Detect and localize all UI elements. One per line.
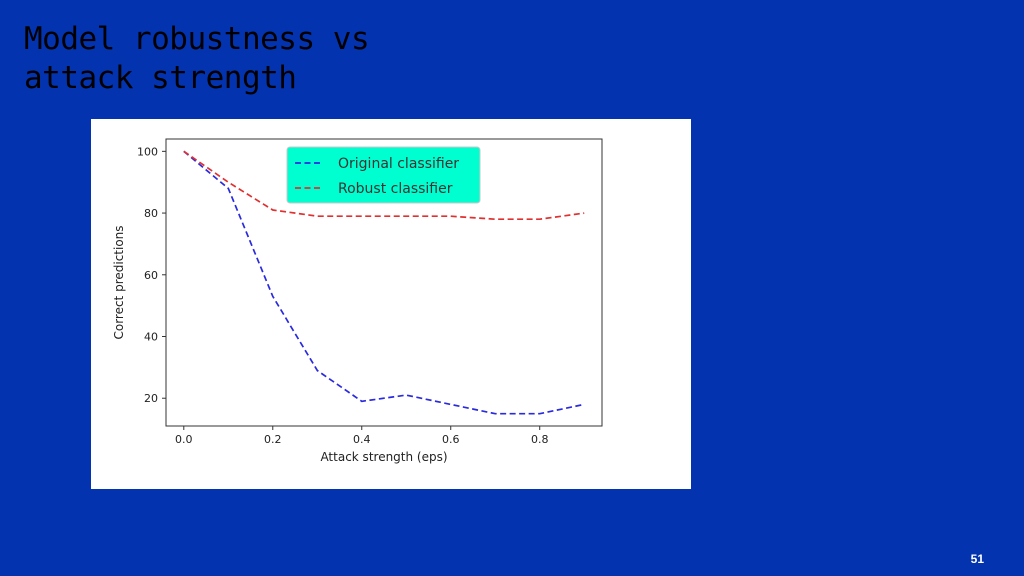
axes-frame xyxy=(165,138,603,427)
x-tick-label: 0.4 xyxy=(353,433,371,446)
slide-title-line-1: Model robustness vs xyxy=(24,21,370,57)
series-layer xyxy=(183,150,585,415)
legend-label-robust-classifier: Robust classifier xyxy=(338,181,453,197)
axis-frame xyxy=(165,138,603,427)
x-tick-label: 0.2 xyxy=(264,433,282,446)
x-tick-label: 0.8 xyxy=(531,433,549,446)
x-tick-label: 0.0 xyxy=(175,433,193,446)
y-axis-ticks: 20 40 60 80 100 xyxy=(137,145,166,405)
legend-label-original-classifier: Original classifier xyxy=(338,156,459,172)
line-chart: 0.0 0.2 0.4 0.6 0.8 20 40 60 80 100 Attack stren… xyxy=(112,138,603,464)
slide-title-line-2: attack strength xyxy=(24,60,297,96)
legend-box xyxy=(286,146,481,204)
x-axis-ticks: 0.0 0.2 0.4 0.6 0.8 xyxy=(175,426,548,446)
y-tick-label: 60 xyxy=(144,269,158,282)
y-tick-label: 40 xyxy=(144,331,158,344)
y-tick-label: 80 xyxy=(144,207,158,220)
y-tick-label: 100 xyxy=(137,145,158,158)
series-line-original-classifier xyxy=(183,150,585,415)
y-axis-label: Correct predictions xyxy=(112,225,126,339)
page-number: 51 xyxy=(970,552,984,566)
series-line-robust-classifier xyxy=(183,150,585,221)
chart-figure: 0.0 0.2 0.4 0.6 0.8 20 40 60 80 100 Attack stren… xyxy=(91,119,691,489)
x-axis-label: Attack strength (eps) xyxy=(320,450,447,464)
y-tick-label: 20 xyxy=(144,392,158,405)
x-tick-label: 0.6 xyxy=(442,433,460,446)
slide-title: Model robustness vs attack strength xyxy=(24,20,544,98)
chart-legend: Original classifier Robust classifier xyxy=(286,146,481,204)
